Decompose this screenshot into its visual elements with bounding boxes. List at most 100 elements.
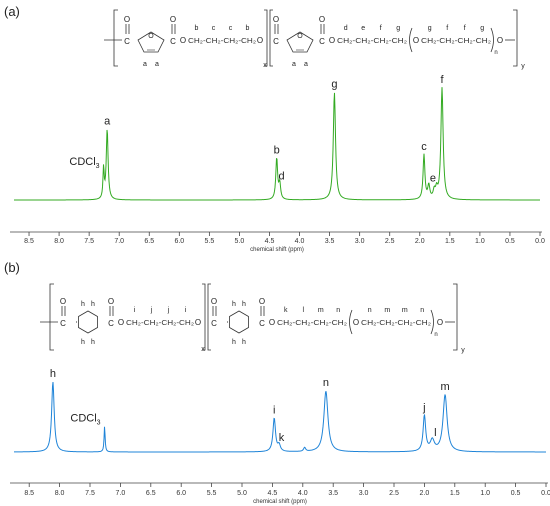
x-tick-label: 3.0	[355, 238, 365, 245]
atom-label: C	[319, 37, 325, 46]
x-tick-label: 1.0	[475, 238, 485, 245]
chain-proton-label: n	[420, 307, 424, 314]
paren-left	[349, 309, 353, 335]
chain-proton-label: n	[368, 307, 372, 314]
ring-proton-label: h	[242, 339, 246, 346]
atom-label: O	[124, 15, 130, 24]
peak-label: k	[279, 432, 285, 444]
chain-formula: CH₂-CH₂-CH₂-CH₂	[421, 36, 491, 45]
subscript-y: y	[521, 63, 525, 70]
ring-proton-label: h	[81, 339, 85, 346]
atom-label: O	[437, 318, 443, 327]
chain-proton-label: f	[380, 25, 382, 32]
chain-proton-label: g	[480, 25, 484, 32]
ring-proton-label: a	[143, 61, 147, 68]
atom-label: C	[124, 37, 130, 46]
x-tick-label: 5.0	[237, 490, 247, 497]
chain-proton-label: m	[384, 307, 390, 314]
x-tick-label: 1.0	[480, 490, 490, 497]
x-tick-label: 8.0	[54, 238, 64, 245]
x-tick-label: 6.5	[144, 238, 154, 245]
x-tick-label: 7.5	[85, 490, 95, 497]
x-tick-label: 3.5	[328, 490, 338, 497]
chain-proton-label: n	[336, 307, 340, 314]
panel-label: (b)	[4, 260, 20, 275]
spectrum-line	[14, 381, 546, 453]
chain-formula: CH₂-CH₂-CH₂-CH₂	[126, 318, 194, 327]
atom-label: O	[118, 318, 124, 327]
chain-formula: CH₂-CH₂-CH₂-CH₂	[361, 318, 431, 327]
ring-proton-label: a	[155, 61, 159, 68]
chain-proton-label: c	[229, 25, 233, 32]
paren-right	[430, 309, 434, 335]
bracket-right	[453, 283, 458, 351]
x-tick-label: 2.0	[420, 490, 430, 497]
bracket-left	[269, 9, 273, 67]
x-tick-label: 4.0	[298, 490, 308, 497]
peak-label: d	[278, 170, 284, 182]
solvent-label: CDCl3	[70, 412, 100, 426]
x-tick-label: 3.5	[325, 238, 335, 245]
atom-label: O	[211, 297, 217, 306]
solvent-label: CDCl3	[69, 156, 99, 170]
chain-proton-label: j	[150, 307, 153, 314]
atom-label: C	[211, 319, 217, 328]
x-tick-label: 0.5	[511, 490, 521, 497]
peak-label: g	[331, 78, 337, 90]
x-tick-label: 2.0	[415, 238, 425, 245]
panel-label: (a)	[4, 4, 20, 19]
spectrum-line	[14, 87, 540, 201]
chain-proton-label: d	[344, 25, 348, 32]
peak-label: a	[104, 115, 111, 127]
bracket-left	[207, 283, 211, 351]
ring-proton-label: a	[304, 61, 308, 68]
x-tick-label: 4.0	[295, 238, 305, 245]
peak-label: m	[440, 381, 449, 393]
subscript-n: n	[494, 50, 497, 56]
x-tick-label: 7.0	[114, 238, 124, 245]
atom-label: O	[297, 33, 303, 40]
bracket-right	[202, 283, 206, 351]
bracket-right	[513, 9, 518, 67]
atom-label: C	[170, 37, 176, 46]
x-tick-label: 6.0	[174, 238, 184, 245]
x-tick-label: 8.5	[24, 490, 34, 497]
x-tick-label: 0.0	[535, 238, 545, 245]
ring-proton-label: h	[232, 301, 236, 308]
ring-proton-label: h	[242, 301, 246, 308]
peak-label: l	[434, 427, 436, 439]
peak-label: e	[430, 173, 436, 185]
peak-label: h	[50, 368, 56, 380]
atom-label: O	[353, 318, 359, 327]
ring-proton-label: h	[91, 301, 95, 308]
chain-proton-label: m	[318, 307, 324, 314]
chain-proton-label: l	[302, 307, 304, 314]
atom-label: O	[108, 297, 114, 306]
benzene-ring	[78, 310, 98, 334]
chain-proton-label: m	[402, 307, 408, 314]
paren-right	[490, 27, 494, 53]
subscript-y: y	[461, 347, 465, 354]
subscript-x: x	[201, 346, 205, 353]
chain-proton-label: b	[195, 25, 199, 32]
peak-label: b	[274, 145, 280, 157]
x-tick-label: 2.5	[389, 490, 399, 497]
atom-label: C	[60, 319, 66, 328]
chain-proton-label: e	[361, 25, 365, 32]
x-tick-label: 1.5	[445, 238, 455, 245]
peak-label: n	[323, 377, 329, 389]
chain-proton-label: f	[446, 25, 448, 32]
atom-label: O	[269, 318, 275, 327]
chain-proton-label: g	[428, 25, 432, 32]
x-tick-label: 5.5	[205, 238, 215, 245]
peak-label: j	[422, 402, 425, 414]
x-tick-label: 0.5	[505, 238, 515, 245]
atom-label: O	[497, 36, 503, 45]
atom-label: O	[148, 33, 154, 40]
solvent-subscript: 3	[97, 419, 101, 426]
chain-formula: CH₂-CH₂-CH₂-CH₂	[188, 36, 256, 45]
